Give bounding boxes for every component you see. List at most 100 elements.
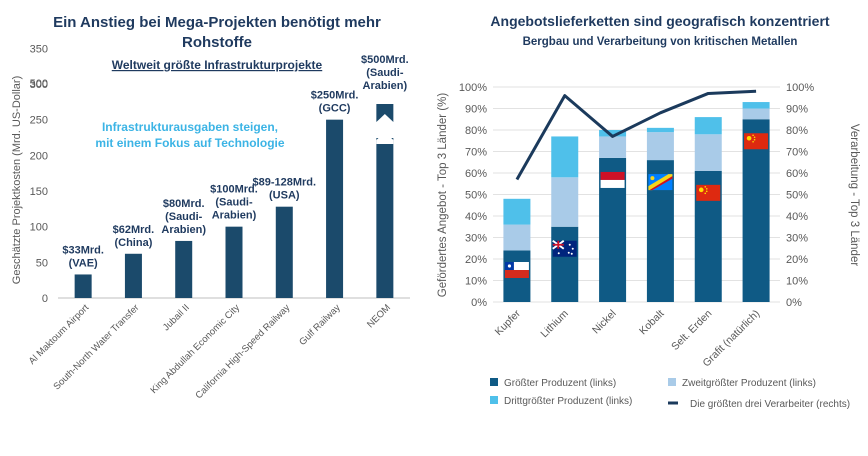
data-label: $100Mrd. xyxy=(210,184,258,196)
bar-largest-producer xyxy=(551,226,579,302)
y-axis-label: Geschätzte Projektkosten (Mrd. US-Dollar… xyxy=(11,76,23,284)
flag-part xyxy=(704,186,707,188)
legend-label: Drittgrößter Produzent (links) xyxy=(504,396,632,407)
flag-part xyxy=(704,192,707,195)
data-label: $500Mrd. xyxy=(361,54,409,66)
y-tick-label: 300 xyxy=(30,79,48,91)
legend: Größter Produzent (links) Zweitgrößter Pr… xyxy=(490,378,850,410)
china-flag xyxy=(696,184,721,201)
data-label: $62Mrd. xyxy=(113,224,155,236)
y-tick-label: 350 xyxy=(30,43,48,55)
data-label: (USA) xyxy=(269,190,300,202)
left-chart: Ein Anstieg bei Mega-Projekten benötigt … xyxy=(11,14,410,401)
flag-part xyxy=(744,133,769,150)
bar-second-producer xyxy=(503,224,531,251)
flag-part xyxy=(752,134,754,137)
indonesia-flag xyxy=(600,171,625,188)
chart-subtitle: Weltweit größte Infrastrukturprojekte xyxy=(112,58,323,72)
flag-part xyxy=(567,251,570,254)
flag-part xyxy=(649,176,673,191)
y-tick-label-left: 100% xyxy=(459,82,487,94)
data-label: Arabien) xyxy=(363,80,408,92)
right-chart: Angebotslieferketten sind geografisch ko… xyxy=(437,13,860,410)
flag-part xyxy=(753,136,756,139)
chile-flag xyxy=(504,262,529,278)
congo-flag xyxy=(648,174,673,191)
y-tick-label-right: 40% xyxy=(786,211,808,223)
data-label: $33Mrd. xyxy=(62,244,104,256)
y-tick-label-right: 20% xyxy=(786,254,808,266)
bar-second-producer xyxy=(694,134,722,171)
bar-third-producer xyxy=(742,102,770,109)
bar xyxy=(275,206,293,298)
bar-third-producer xyxy=(646,127,674,133)
chart-subtitle: Bergbau und Verarbeitung von kritischen … xyxy=(523,36,798,48)
flag-part xyxy=(600,171,625,180)
data-label: $89-128Mrd. xyxy=(252,177,316,189)
flag-part xyxy=(746,135,752,141)
y-tick-label: 250 xyxy=(30,115,48,127)
data-label: (Saudi- xyxy=(366,67,404,79)
flag-part xyxy=(507,264,512,268)
y-tick-label-right: 30% xyxy=(786,233,808,245)
bar-third-producer xyxy=(599,130,627,137)
y-tick-label-right: 10% xyxy=(786,276,808,288)
x-tick-label: Lithium xyxy=(538,307,571,340)
bar xyxy=(225,226,243,298)
x-tick-label: Nickel xyxy=(590,308,619,337)
flag-part xyxy=(696,184,721,201)
axis-break-mark xyxy=(376,132,394,144)
y-tick-label-left: 30% xyxy=(465,233,487,245)
y-axis-label-right: Verarbeitung - Top 3 Länder xyxy=(848,124,860,267)
china-flag xyxy=(744,133,769,150)
bar xyxy=(124,253,142,298)
flag-part xyxy=(698,187,704,193)
flag-part xyxy=(552,240,564,249)
x-tick-label: South-North Water Transfer xyxy=(52,302,142,392)
y-tick-label-left: 50% xyxy=(465,190,487,202)
bar-second-producer xyxy=(742,108,770,120)
y-tick-label-left: 40% xyxy=(465,211,487,223)
data-label: (Saudi- xyxy=(215,197,253,209)
legend-swatch xyxy=(490,396,498,404)
flag-part xyxy=(650,176,655,181)
x-tick-label: NEOM xyxy=(365,302,393,330)
flag-part xyxy=(705,190,708,193)
bar-second-producer xyxy=(646,132,674,161)
y-tick-label-right: 80% xyxy=(786,125,808,137)
y-tick-label-left: 0% xyxy=(471,297,487,309)
y-axis-label-left: Gefördertes Angebot - Top 3 Länder (%) xyxy=(437,93,449,298)
flag-part xyxy=(752,140,754,143)
y-tick-label: 100 xyxy=(30,222,48,234)
bar-third-producer xyxy=(694,117,722,135)
australia-flag xyxy=(552,239,577,257)
legend-label: Zweitgrößter Produzent (links) xyxy=(682,378,816,389)
y-tick-label-right: 100% xyxy=(786,82,814,94)
data-label: Arabien) xyxy=(161,224,206,236)
annotation-text: mit einem Fokus auf Technologie xyxy=(95,136,284,150)
y-tick-label: 200 xyxy=(30,150,48,162)
bar-third-producer xyxy=(551,136,579,178)
data-label: Arabien) xyxy=(212,210,257,222)
y-tick-label-left: 20% xyxy=(465,254,487,266)
data-label: (GCC) xyxy=(319,103,351,115)
annotation-text: Infrastrukturausgaben steigen, xyxy=(102,120,278,134)
y-tick-label-left: 60% xyxy=(465,168,487,180)
y-tick-label: 50 xyxy=(36,257,48,269)
chart-title: Rohstoffe xyxy=(182,34,252,51)
x-tick-label: King Abdullah Economic City xyxy=(148,302,242,396)
x-tick-label: Jubail II xyxy=(161,302,192,333)
y-tick-label-left: 70% xyxy=(465,147,487,159)
y-tick-label-left: 10% xyxy=(465,276,487,288)
y-tick-label-right: 70% xyxy=(786,147,808,159)
x-tick-label: Kobalt xyxy=(637,308,667,338)
processing-line xyxy=(515,89,757,181)
y-tick-label: 150 xyxy=(30,186,48,198)
bar xyxy=(74,274,92,298)
flag-part xyxy=(571,247,574,250)
x-tick-label: California High-Speed Railway xyxy=(194,302,293,401)
bar xyxy=(376,138,394,298)
bar-top-segment xyxy=(376,104,394,122)
x-tick-label: Kupfer xyxy=(493,307,524,338)
